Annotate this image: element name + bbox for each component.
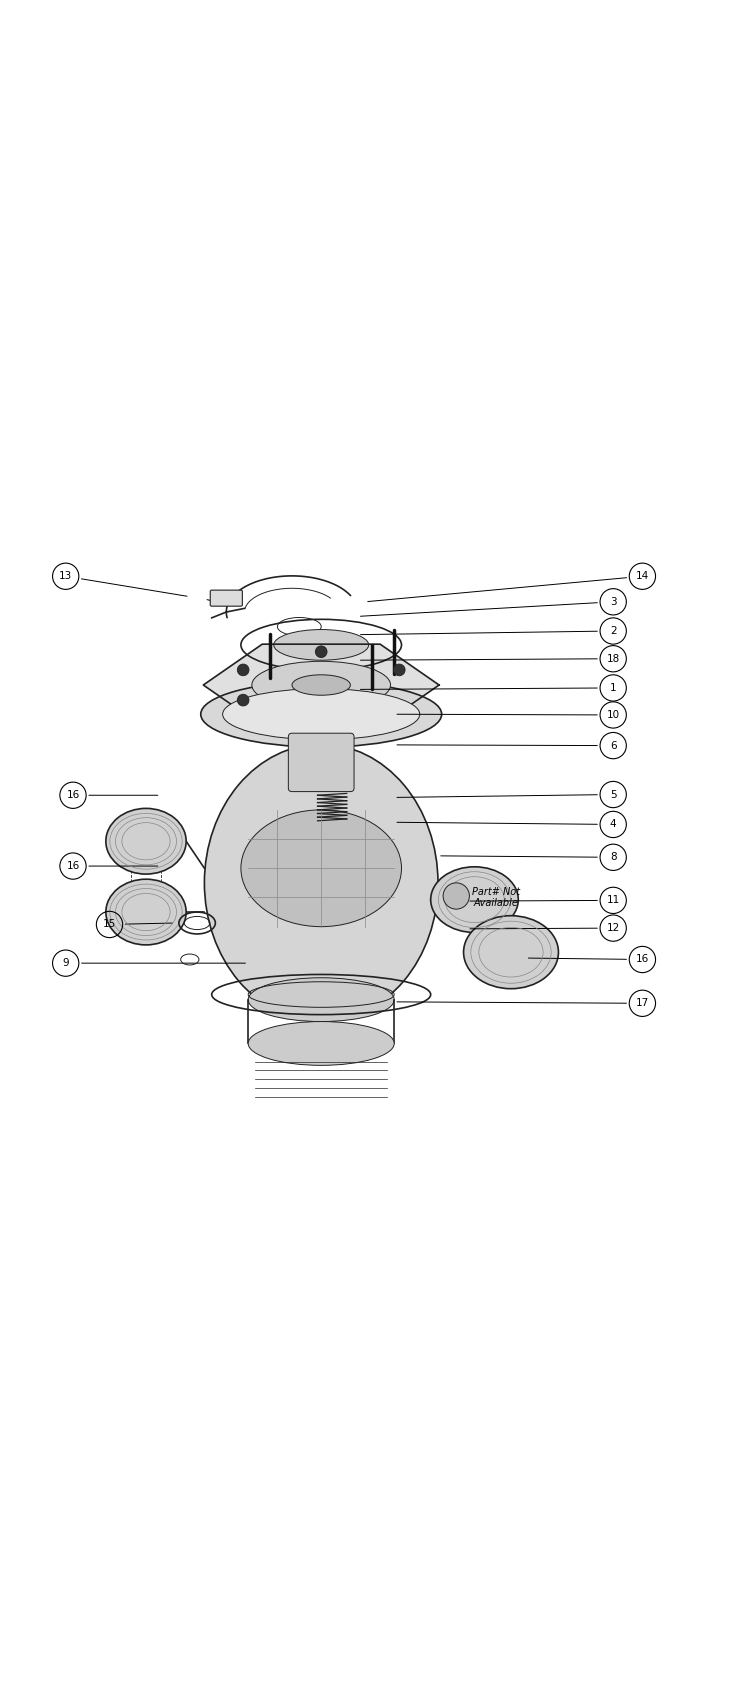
Text: 3: 3	[610, 597, 617, 607]
Ellipse shape	[204, 745, 438, 1022]
Circle shape	[315, 646, 327, 658]
Ellipse shape	[106, 809, 186, 874]
Text: 2: 2	[610, 626, 617, 636]
Circle shape	[393, 665, 405, 675]
Ellipse shape	[274, 629, 369, 660]
Text: 16: 16	[66, 790, 80, 801]
Text: 16: 16	[66, 862, 80, 870]
Text: 5: 5	[610, 789, 617, 799]
Circle shape	[237, 694, 249, 705]
Polygon shape	[203, 644, 439, 726]
Ellipse shape	[248, 1022, 394, 1066]
Text: 13: 13	[59, 571, 72, 581]
Text: 11: 11	[607, 896, 620, 906]
Text: 16: 16	[636, 954, 649, 964]
Text: 6: 6	[610, 741, 617, 751]
Text: 4: 4	[610, 819, 617, 830]
Text: 10: 10	[607, 711, 620, 721]
Ellipse shape	[106, 879, 186, 945]
Text: 9: 9	[62, 959, 69, 969]
Ellipse shape	[252, 661, 391, 709]
Text: 18: 18	[607, 654, 620, 663]
Circle shape	[443, 882, 469, 910]
Text: 12: 12	[607, 923, 620, 933]
Ellipse shape	[431, 867, 518, 933]
Text: 1: 1	[610, 683, 617, 694]
Text: 17: 17	[636, 998, 649, 1008]
Ellipse shape	[223, 688, 420, 740]
FancyBboxPatch shape	[288, 733, 354, 792]
Ellipse shape	[292, 675, 350, 695]
Ellipse shape	[248, 977, 394, 1022]
FancyBboxPatch shape	[210, 590, 242, 607]
Ellipse shape	[201, 682, 442, 746]
Text: 15: 15	[103, 920, 116, 930]
Ellipse shape	[464, 916, 558, 989]
Text: 8: 8	[610, 852, 617, 862]
Ellipse shape	[241, 809, 402, 926]
Text: 14: 14	[636, 571, 649, 581]
Text: Part# Not
Available: Part# Not Available	[472, 887, 520, 908]
Circle shape	[237, 665, 249, 675]
